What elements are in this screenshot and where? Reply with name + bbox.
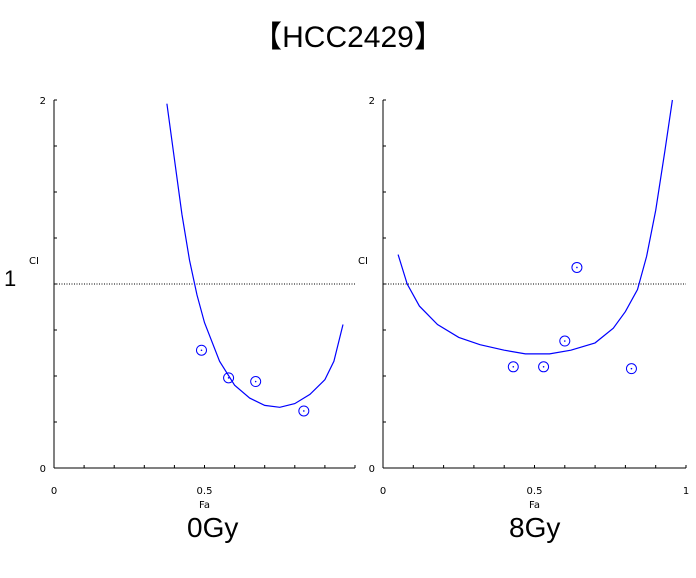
data-point-marker [538, 361, 550, 373]
data-point-center [542, 366, 545, 368]
chart-panel-1: 0 2 0 0.5 1 Fa CI [358, 96, 689, 511]
data-point-center [576, 266, 578, 269]
fitted-curve [166, 103, 344, 408]
x-tick-label: 0 [51, 486, 57, 497]
data-point [559, 335, 571, 347]
data-point-marker [559, 335, 571, 347]
x-tick-label: 0.5 [527, 486, 543, 497]
data-point [223, 372, 235, 384]
data-point-center [512, 366, 515, 368]
data-point [571, 261, 583, 273]
y-tick-label: 2 [40, 96, 46, 107]
data-point-marker [507, 361, 519, 373]
caption-0gy: 0Gy [187, 512, 239, 543]
y-tick-label: 0 [369, 464, 375, 475]
caption-8gy: 8Gy [509, 512, 561, 543]
y-tick-label: 0 [40, 464, 46, 475]
x-tick-label: 0.5 [197, 486, 213, 497]
data-point-center [564, 340, 566, 342]
data-point-center [303, 410, 305, 412]
x-axis-label: Fa [529, 500, 540, 511]
data-point [625, 363, 637, 375]
data-point-marker [223, 372, 235, 384]
x-tick-label: 0 [380, 486, 386, 497]
figure-title: 【HCC2429】 [252, 21, 444, 54]
data-point [507, 361, 519, 373]
y-tick-label: 2 [369, 96, 375, 107]
data-point [538, 361, 550, 373]
data-point [250, 376, 262, 388]
reference-level-label: 1 [4, 266, 17, 291]
data-point [298, 405, 310, 417]
data-point-center [200, 349, 203, 352]
data-point-marker [625, 363, 637, 375]
fitted-curve [397, 99, 673, 355]
y-axis-label: CI [358, 256, 368, 267]
x-tick-label: 1 [683, 486, 689, 497]
y-axis-label: CI [29, 256, 39, 267]
data-point-center [227, 377, 230, 379]
data-point-marker [250, 376, 262, 388]
chart-panel-0: 0 2 0 0.5 Fa CI [29, 96, 356, 511]
data-point-marker [298, 405, 310, 417]
data-point [195, 344, 207, 356]
data-point-center [254, 380, 257, 383]
data-point-marker [195, 344, 207, 356]
data-point-center [630, 367, 633, 370]
x-axis-label: Fa [199, 500, 210, 511]
data-point-marker [571, 261, 583, 273]
